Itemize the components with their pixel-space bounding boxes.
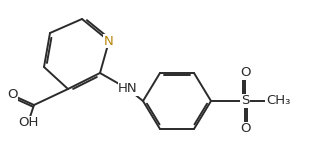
Text: O: O [240,122,250,135]
Text: S: S [241,95,249,108]
Text: CH₃: CH₃ [266,95,290,108]
Text: O: O [240,66,250,80]
Text: O: O [7,89,17,102]
Text: OH: OH [18,117,38,129]
Text: N: N [104,35,114,47]
Text: HN: HN [118,82,138,95]
